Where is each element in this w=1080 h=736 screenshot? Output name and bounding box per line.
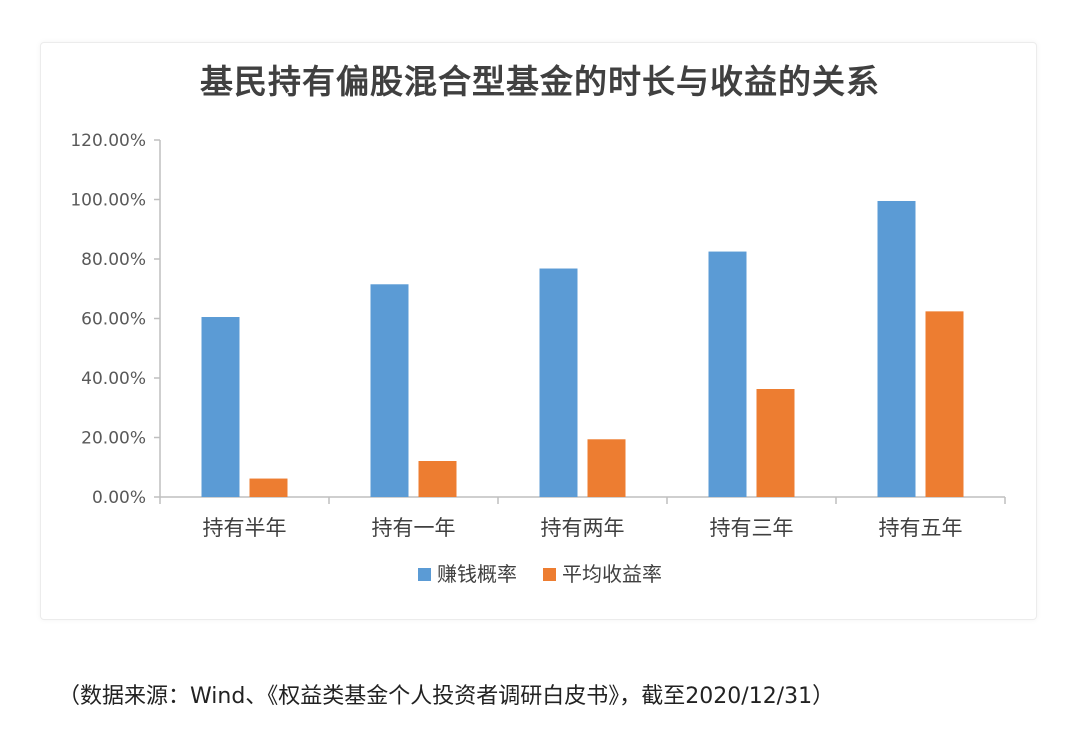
bar-probability: [877, 200, 916, 498]
bar-return: [418, 461, 457, 497]
x-category-label: 持有五年: [879, 516, 963, 540]
legend-swatch: [543, 568, 556, 581]
bar-probability: [370, 284, 409, 497]
bar-return: [756, 389, 795, 497]
source-note: （数据来源：Wind、《权益类基金个人投资者调研白皮书》，截至2020/12/3…: [58, 684, 835, 709]
bar-return: [925, 311, 964, 497]
x-category-label: 持有半年: [203, 516, 287, 540]
legend-label: 平均收益率: [562, 562, 662, 586]
legend-swatch: [418, 568, 431, 581]
x-category-label: 持有三年: [710, 516, 794, 540]
y-tick-label: 0.00%: [92, 488, 146, 508]
chart-title: 基民持有偏股混合型基金的时长与收益的关系: [200, 62, 880, 101]
x-category-label: 持有两年: [541, 516, 625, 540]
legend-label: 赚钱概率: [437, 562, 517, 586]
y-tick-label: 120.00%: [70, 131, 146, 151]
y-tick-label: 40.00%: [81, 369, 146, 389]
x-category-label: 持有一年: [372, 516, 456, 540]
bar-probability: [539, 268, 578, 497]
y-tick-label: 60.00%: [81, 310, 146, 330]
bar-probability: [201, 317, 240, 497]
y-tick-label: 100.00%: [70, 191, 146, 211]
y-tick-label: 20.00%: [81, 429, 146, 449]
bar-probability: [708, 251, 747, 497]
bar-return: [587, 439, 626, 497]
y-tick-label: 80.00%: [81, 250, 146, 270]
bar-return: [249, 478, 288, 497]
